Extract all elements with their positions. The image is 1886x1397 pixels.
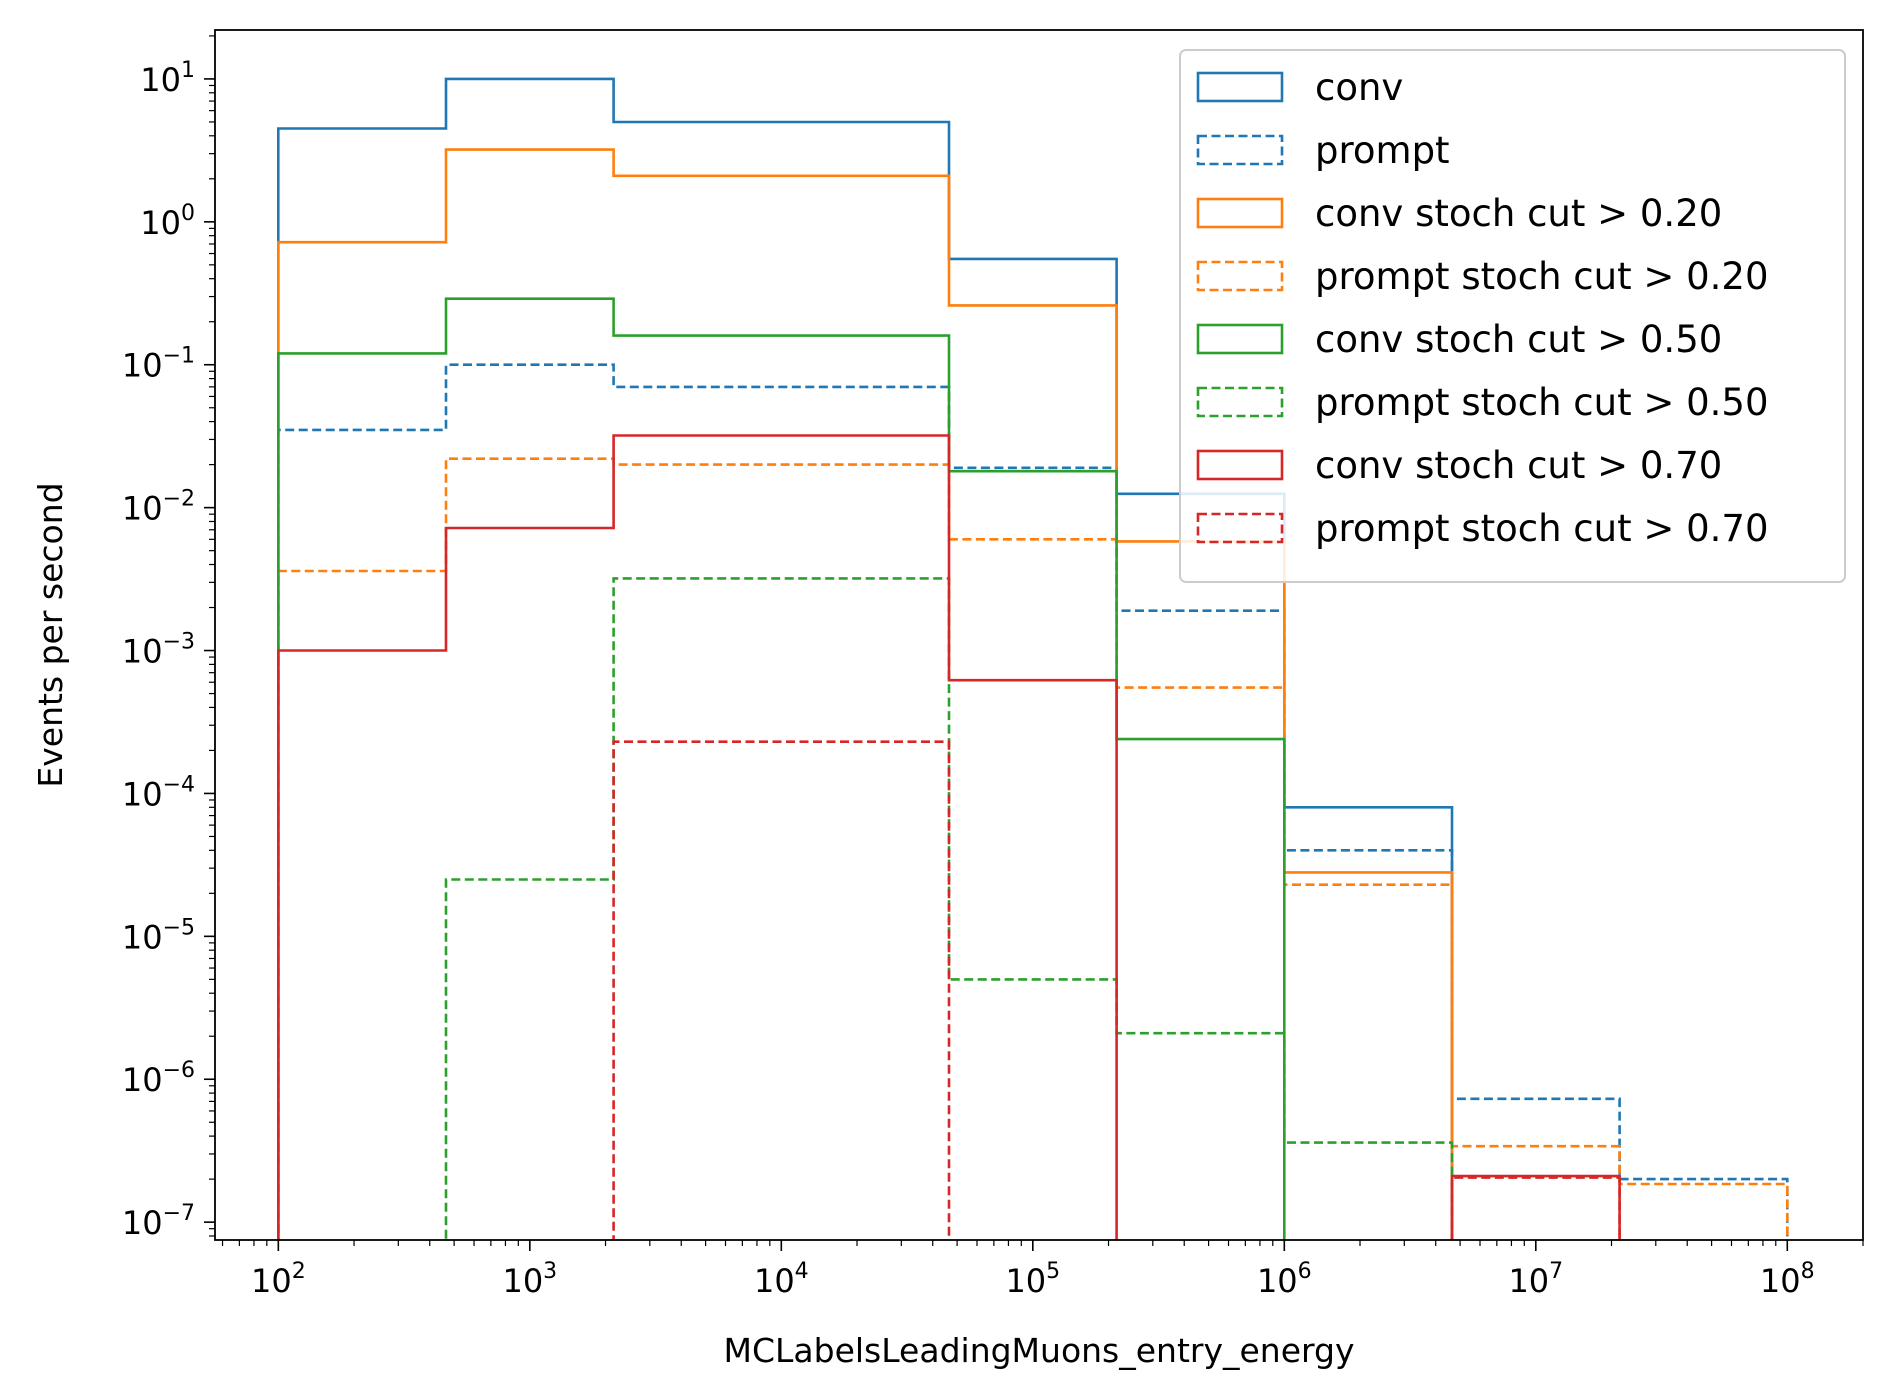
y-tick-label: 10−7 xyxy=(122,1201,195,1242)
legend-swatch xyxy=(1196,134,1284,166)
legend-swatch xyxy=(1196,323,1284,355)
x-tick-label: 103 xyxy=(502,1259,557,1300)
x-tick-label: 108 xyxy=(1760,1259,1815,1300)
y-tick-label: 100 xyxy=(140,201,195,242)
series-6-step-line xyxy=(277,434,1621,1240)
series-4-step-line xyxy=(277,297,1286,1240)
legend: conv prompt conv stoch cut > 0.20 prompt st… xyxy=(1179,49,1846,583)
ticks-layer: 102 103 104 105 106 107 108 101 100 10−1 10−2 10−3 1… xyxy=(122,35,1864,1300)
legend-box xyxy=(1179,49,1846,583)
y-axis-label: Events per second xyxy=(31,482,70,787)
y-tick-label: 10−5 xyxy=(122,915,195,956)
legend-swatch xyxy=(1196,260,1284,292)
legend-swatch xyxy=(1196,197,1284,229)
y-tick-label: 10−2 xyxy=(122,487,195,528)
series-layer xyxy=(277,77,1789,1240)
series-7-step-line xyxy=(612,740,1621,1240)
y-tick-label: 10−3 xyxy=(122,630,195,671)
legend-label: prompt xyxy=(1315,129,1450,172)
legend-label: conv xyxy=(1315,66,1403,109)
x-tick-label: 107 xyxy=(1508,1259,1563,1300)
x-axis-label: MCLabelsLeadingMuons_entry_energy xyxy=(724,1331,1355,1370)
x-tick-label: 102 xyxy=(251,1259,306,1300)
legend-label: prompt stoch cut > 0.20 xyxy=(1315,255,1769,298)
legend-label: conv stoch cut > 0.20 xyxy=(1315,192,1722,235)
legend-label: prompt stoch cut > 0.70 xyxy=(1315,507,1769,550)
legend-label: prompt stoch cut > 0.50 xyxy=(1315,381,1769,424)
legend-swatch xyxy=(1196,386,1284,418)
y-tick-label: 10−6 xyxy=(122,1058,195,1099)
legend-swatch xyxy=(1196,71,1284,103)
x-tick-label: 104 xyxy=(754,1259,809,1300)
x-tick-label: 106 xyxy=(1257,1259,1312,1300)
legend-label: conv stoch cut > 0.50 xyxy=(1315,318,1722,361)
legend-swatch xyxy=(1196,512,1284,544)
plot-frame xyxy=(214,29,1864,1241)
y-tick-label: 10−4 xyxy=(122,772,195,813)
legend-swatch xyxy=(1196,449,1284,481)
legend-label: conv stoch cut > 0.70 xyxy=(1315,444,1722,487)
y-tick-label: 10−1 xyxy=(122,344,195,385)
y-tick-label: 101 xyxy=(140,58,195,99)
x-tick-label: 105 xyxy=(1005,1259,1060,1300)
